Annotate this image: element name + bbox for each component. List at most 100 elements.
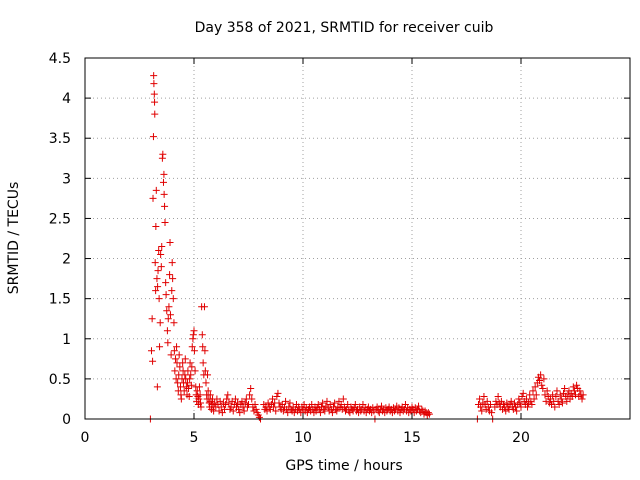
data-point — [234, 399, 242, 407]
data-point — [542, 397, 550, 405]
data-point — [503, 399, 511, 407]
y-tick-label: 2 — [62, 252, 71, 268]
data-point — [166, 271, 174, 279]
data-point — [553, 387, 561, 395]
data-point — [161, 202, 169, 210]
data-point — [282, 397, 290, 405]
data-point — [186, 359, 194, 367]
data-point — [168, 287, 176, 295]
data-point — [185, 393, 193, 401]
data-point — [184, 367, 192, 375]
y-tick-label: 3.5 — [49, 131, 71, 147]
data-point — [170, 347, 178, 355]
data-point — [241, 399, 249, 407]
data-point — [273, 393, 281, 401]
data-point — [165, 303, 173, 311]
data-point — [151, 110, 159, 118]
data-point — [150, 80, 158, 88]
data-point — [319, 399, 327, 407]
data-point — [494, 393, 502, 401]
data-point — [187, 371, 195, 379]
data-point — [156, 343, 164, 351]
data-point — [333, 407, 341, 415]
data-point — [251, 401, 259, 409]
data-point — [162, 279, 170, 287]
data-point — [200, 303, 208, 311]
data-point — [169, 275, 177, 283]
data-point — [149, 194, 157, 202]
data-point — [236, 409, 244, 417]
data-point — [223, 395, 231, 403]
data-point — [531, 383, 539, 391]
data-point — [152, 287, 160, 295]
data-point — [517, 403, 525, 411]
data-point — [199, 343, 207, 351]
data-point — [163, 327, 171, 335]
data-point — [153, 275, 161, 283]
data-point — [157, 263, 165, 271]
data-point — [424, 409, 432, 417]
data-point — [272, 407, 280, 415]
data-point — [328, 409, 336, 417]
data-point — [196, 391, 204, 399]
y-tick-label: 1 — [62, 332, 71, 348]
data-point — [286, 399, 294, 407]
data-point — [275, 399, 283, 407]
x-tick-label: 5 — [190, 430, 199, 446]
data-point — [476, 395, 484, 403]
data-point — [153, 383, 161, 391]
data-point — [518, 393, 526, 401]
data-point — [167, 351, 175, 359]
data-point — [202, 379, 210, 387]
data-point — [204, 371, 212, 379]
data-point — [174, 387, 182, 395]
data-point — [197, 403, 205, 411]
data-point — [522, 395, 530, 403]
data-point — [245, 401, 252, 409]
data-point — [235, 405, 243, 413]
data-point — [158, 243, 166, 251]
data-point — [195, 395, 203, 403]
data-point — [181, 355, 189, 363]
data-point — [323, 397, 331, 405]
y-axis-title: SRMTID / TECUs — [6, 182, 22, 295]
data-point — [166, 239, 174, 247]
data-point — [421, 407, 429, 415]
data-point — [185, 385, 193, 393]
data-point — [579, 391, 587, 399]
x-tick-label: 10 — [294, 430, 312, 446]
data-point — [198, 331, 206, 339]
data-point — [264, 399, 272, 407]
y-tick-label: 4 — [62, 91, 71, 107]
data-point — [255, 413, 263, 421]
data-point — [279, 407, 287, 415]
data-point — [164, 339, 172, 347]
data-point — [532, 391, 540, 399]
data-point — [480, 393, 488, 401]
data-point — [564, 391, 572, 399]
data-point — [529, 387, 537, 395]
y-tick-label: 0.5 — [49, 372, 71, 388]
data-point — [174, 379, 182, 387]
y-tick-label: 3 — [62, 171, 71, 187]
data-point — [519, 389, 527, 397]
data-point — [513, 407, 521, 415]
plot-frame — [84, 57, 631, 420]
data-point — [418, 405, 426, 413]
data-point — [339, 395, 347, 403]
data-point — [163, 307, 171, 315]
data-point — [183, 379, 191, 387]
y-tick-labels: 0 0.5 1 1.5 2 2.5 3 3.5 4 4.5 — [49, 51, 71, 428]
data-point — [478, 407, 486, 415]
data-point — [263, 407, 271, 415]
y-tick-label: 4.5 — [49, 51, 71, 67]
data-point — [488, 409, 496, 417]
data-point — [154, 267, 162, 275]
data-point — [180, 387, 188, 395]
data-point — [222, 401, 230, 409]
data-point — [549, 391, 557, 399]
data-point — [396, 409, 404, 417]
data-point — [369, 404, 377, 412]
data-point — [247, 385, 255, 393]
